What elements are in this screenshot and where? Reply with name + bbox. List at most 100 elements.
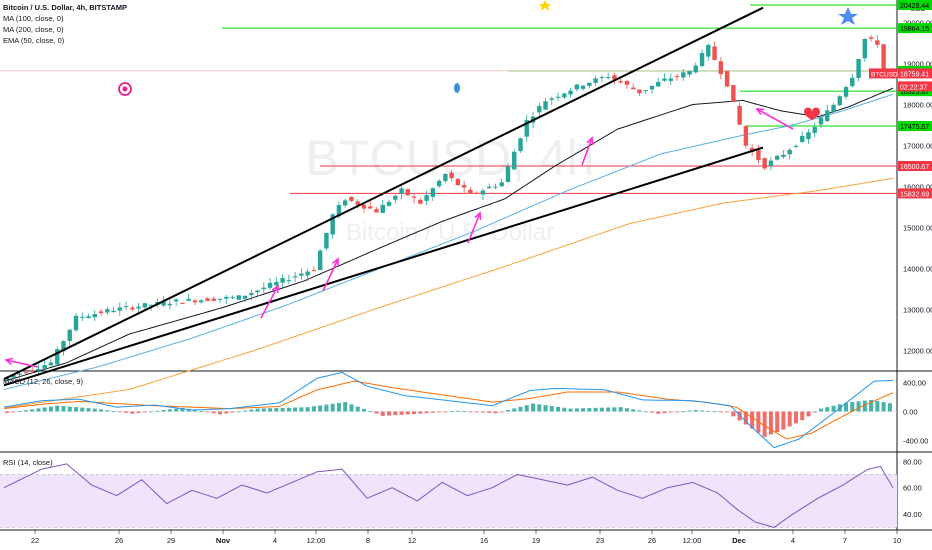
macd-histogram-bar[interactable] <box>537 404 542 412</box>
rsi-line[interactable] <box>3 463 894 528</box>
candle-body[interactable] <box>455 178 461 186</box>
macd-histogram-bar[interactable] <box>643 411 648 413</box>
candle-body[interactable] <box>286 280 292 282</box>
macd-histogram-bar[interactable] <box>368 411 373 413</box>
macd-histogram-bar[interactable] <box>637 410 642 412</box>
macd-histogram-bar[interactable] <box>424 411 429 414</box>
candle-body[interactable] <box>324 232 329 249</box>
candle-body[interactable] <box>693 65 698 73</box>
macd-histogram-bar[interactable] <box>587 408 592 412</box>
macd-histogram-bar[interactable] <box>562 407 567 412</box>
candle-body[interactable] <box>687 71 692 75</box>
candle-body[interactable] <box>681 72 686 78</box>
candle-body[interactable] <box>299 273 304 276</box>
macd-histogram-bar[interactable] <box>23 410 28 412</box>
star-sticker-icon[interactable] <box>838 7 858 25</box>
heart-sticker-icon[interactable] <box>804 107 820 121</box>
macd-histogram-bar[interactable] <box>349 404 354 412</box>
macd-histogram-bar[interactable] <box>217 411 222 415</box>
candle-body[interactable] <box>11 375 16 378</box>
macd-histogram-bar[interactable] <box>462 411 467 412</box>
candle-body[interactable] <box>656 82 661 87</box>
macd-histogram-bar[interactable] <box>706 410 711 412</box>
candle-body[interactable] <box>224 296 229 299</box>
macd-histogram-bar[interactable] <box>230 411 235 413</box>
candle-body[interactable] <box>192 300 198 303</box>
macd-histogram-bar[interactable] <box>449 411 454 413</box>
macd-histogram-bar[interactable] <box>205 411 210 413</box>
candle-body[interactable] <box>424 195 429 201</box>
candle-body[interactable] <box>856 59 861 78</box>
candle-body[interactable] <box>117 307 123 311</box>
macd-histogram-bar[interactable] <box>606 407 611 412</box>
macd-histogram-bar[interactable] <box>781 411 786 430</box>
macd-histogram-bar[interactable] <box>437 411 442 413</box>
macd-histogram-bar[interactable] <box>656 411 661 414</box>
candle-body[interactable] <box>42 365 47 369</box>
macd-histogram-bar[interactable] <box>199 411 204 412</box>
candle-body[interactable] <box>512 151 517 170</box>
candle-body[interactable] <box>380 204 385 213</box>
candle-body[interactable] <box>580 85 586 89</box>
candle-body[interactable] <box>461 185 467 188</box>
annotation-arrow[interactable] <box>260 285 279 319</box>
macd-histogram-bar[interactable] <box>80 407 85 412</box>
candle-body[interactable] <box>29 370 35 372</box>
macd-histogram-bar[interactable] <box>524 405 529 412</box>
macd-histogram-bar[interactable] <box>186 408 191 412</box>
macd-histogram-bar[interactable] <box>581 408 586 412</box>
macd-histogram-bar[interactable] <box>180 407 185 412</box>
candle-body[interactable] <box>743 126 749 146</box>
candle-body[interactable] <box>712 46 717 60</box>
candle-body[interactable] <box>624 81 630 85</box>
macd-histogram-bar[interactable] <box>862 400 867 412</box>
candle-body[interactable] <box>862 38 868 59</box>
macd-histogram-bar[interactable] <box>618 407 623 412</box>
macd-histogram-bar[interactable] <box>293 407 298 412</box>
candle-body[interactable] <box>261 287 267 290</box>
candle-body[interactable] <box>499 182 504 187</box>
candle-body[interactable] <box>80 316 85 318</box>
candle-body[interactable] <box>543 101 548 110</box>
macd-histogram-bar[interactable] <box>330 403 335 412</box>
candle-body[interactable] <box>361 204 367 209</box>
candle-body[interactable] <box>249 293 254 296</box>
macd-histogram-bar[interactable] <box>92 408 97 412</box>
candle-body[interactable] <box>787 149 792 155</box>
macd-histogram-bar[interactable] <box>86 408 91 412</box>
annotation-arrow[interactable] <box>756 108 794 130</box>
macd-histogram-bar[interactable] <box>192 410 197 412</box>
candle-body[interactable] <box>818 117 824 125</box>
candle-body[interactable] <box>180 302 185 304</box>
candle-body[interactable] <box>280 278 285 283</box>
candle-body[interactable] <box>806 132 811 140</box>
macd-histogram-bar[interactable] <box>631 409 636 412</box>
candle-body[interactable] <box>762 158 767 169</box>
macd-histogram-bar[interactable] <box>224 411 229 414</box>
macd-histogram-bar[interactable] <box>136 411 141 413</box>
macd-line[interactable] <box>3 371 894 449</box>
macd-histogram-bar[interactable] <box>700 410 705 412</box>
candle-body[interactable] <box>724 70 730 87</box>
candle-body[interactable] <box>800 135 805 142</box>
macd-histogram-bar[interactable] <box>105 410 110 412</box>
macd-histogram-bar[interactable] <box>374 411 379 414</box>
candle-body[interactable] <box>148 304 154 306</box>
macd-histogram-bar[interactable] <box>67 406 72 412</box>
macd-histogram-bar[interactable] <box>117 411 122 413</box>
candle-body[interactable] <box>480 190 486 195</box>
macd-legend[interactable]: MACD (12, 26, close, 9) <box>3 377 84 386</box>
moving-average-line[interactable] <box>3 87 894 382</box>
macd-histogram-bar[interactable] <box>155 410 160 412</box>
candle-body[interactable] <box>430 188 436 197</box>
candle-body[interactable] <box>292 276 298 278</box>
candle-body[interactable] <box>774 155 780 160</box>
drop-sticker-icon[interactable] <box>454 83 460 93</box>
macd-histogram-bar[interactable] <box>249 409 254 412</box>
macd-histogram-bar[interactable] <box>844 402 849 412</box>
macd-histogram-bar[interactable] <box>167 409 172 412</box>
macd-histogram-bar[interactable] <box>280 407 285 412</box>
candle-body[interactable] <box>418 199 423 204</box>
rsi-legend[interactable]: RSI (14, close) <box>3 458 53 467</box>
candle-body[interactable] <box>599 77 605 79</box>
